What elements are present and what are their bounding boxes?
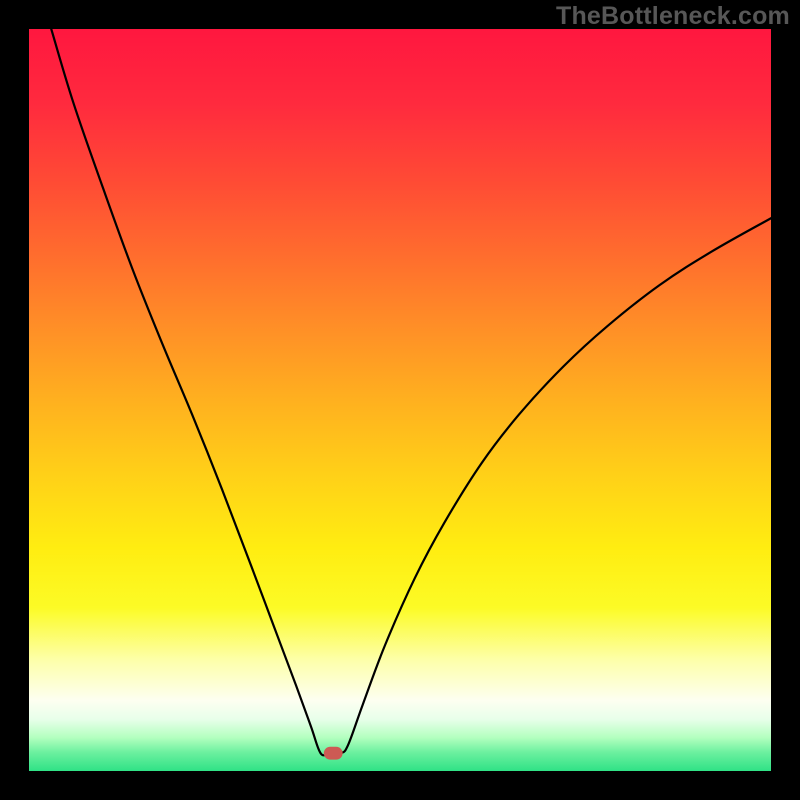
chart-frame: TheBottleneck.com [0,0,800,800]
plot-area [29,29,771,771]
optimal-point-marker [324,747,342,759]
watermark-text: TheBottleneck.com [556,2,790,31]
gradient-background [29,29,771,771]
bottleneck-chart-svg [29,29,771,771]
